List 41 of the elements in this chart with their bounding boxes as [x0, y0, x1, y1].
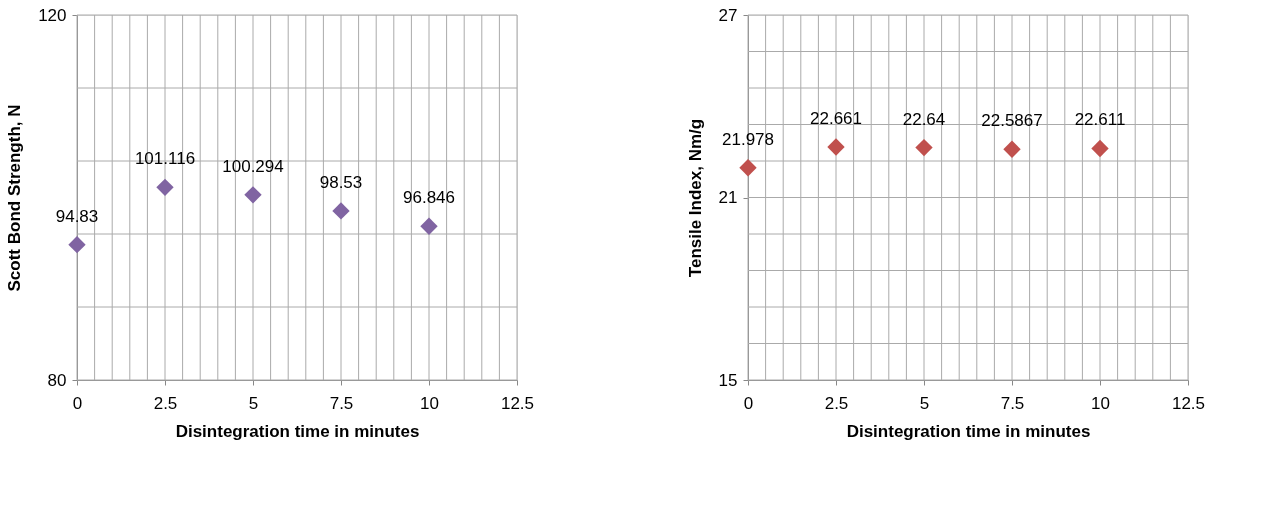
y-tick-label: 15 — [718, 370, 738, 390]
x-tick-label: 2.5 — [153, 393, 178, 413]
x-tick-label: 10 — [420, 393, 439, 413]
data-label: 22.611 — [1074, 110, 1126, 130]
data-label: 101.116 — [134, 149, 196, 169]
x-axis-title: Disintegration time in minutes — [175, 421, 420, 441]
y-tick-label: 21 — [718, 188, 738, 207]
y-tick-label: 27 — [718, 5, 738, 25]
y-axis-title: Tensile Index, Nm/g — [685, 118, 705, 278]
x-tick-label: 7.5 — [329, 393, 354, 413]
y-tick-label: 80 — [47, 370, 67, 390]
point — [156, 178, 174, 196]
point — [827, 138, 845, 156]
data-label: 22.5867 — [981, 111, 1043, 131]
x-tick-label: 12.5 — [1171, 393, 1206, 413]
point — [915, 138, 933, 157]
x-tick-label: 12.5 — [500, 393, 535, 413]
data-label: 22.64 — [902, 109, 946, 129]
point — [332, 202, 350, 220]
x-tick-label: 10 — [1091, 393, 1110, 413]
x-tick-label: 5 — [248, 393, 259, 413]
data-label: 98.53 — [319, 172, 363, 192]
x-tick-label: 7.5 — [1000, 393, 1025, 413]
point — [739, 159, 757, 177]
data-label: 100.294 — [222, 156, 284, 176]
data-label: 94.83 — [55, 206, 99, 226]
point — [1091, 139, 1109, 158]
data-label: 21.978 — [722, 129, 774, 149]
data-label: 96.846 — [403, 188, 455, 208]
x-tick-label: 0 — [72, 393, 83, 413]
x-tick-label: 2.5 — [824, 393, 849, 413]
x-tick-label: 5 — [919, 393, 930, 413]
point — [68, 236, 86, 254]
data-label: 22.661 — [810, 108, 862, 128]
point — [420, 217, 438, 235]
x-tick-label: 0 — [743, 393, 754, 413]
y-axis-title: Scott Bond Strength, N — [5, 104, 25, 292]
x-axis-title: Disintegration time in minutes — [846, 421, 1091, 441]
point — [244, 186, 262, 204]
point — [1003, 140, 1021, 158]
y-tick-label: 120 — [38, 5, 67, 25]
